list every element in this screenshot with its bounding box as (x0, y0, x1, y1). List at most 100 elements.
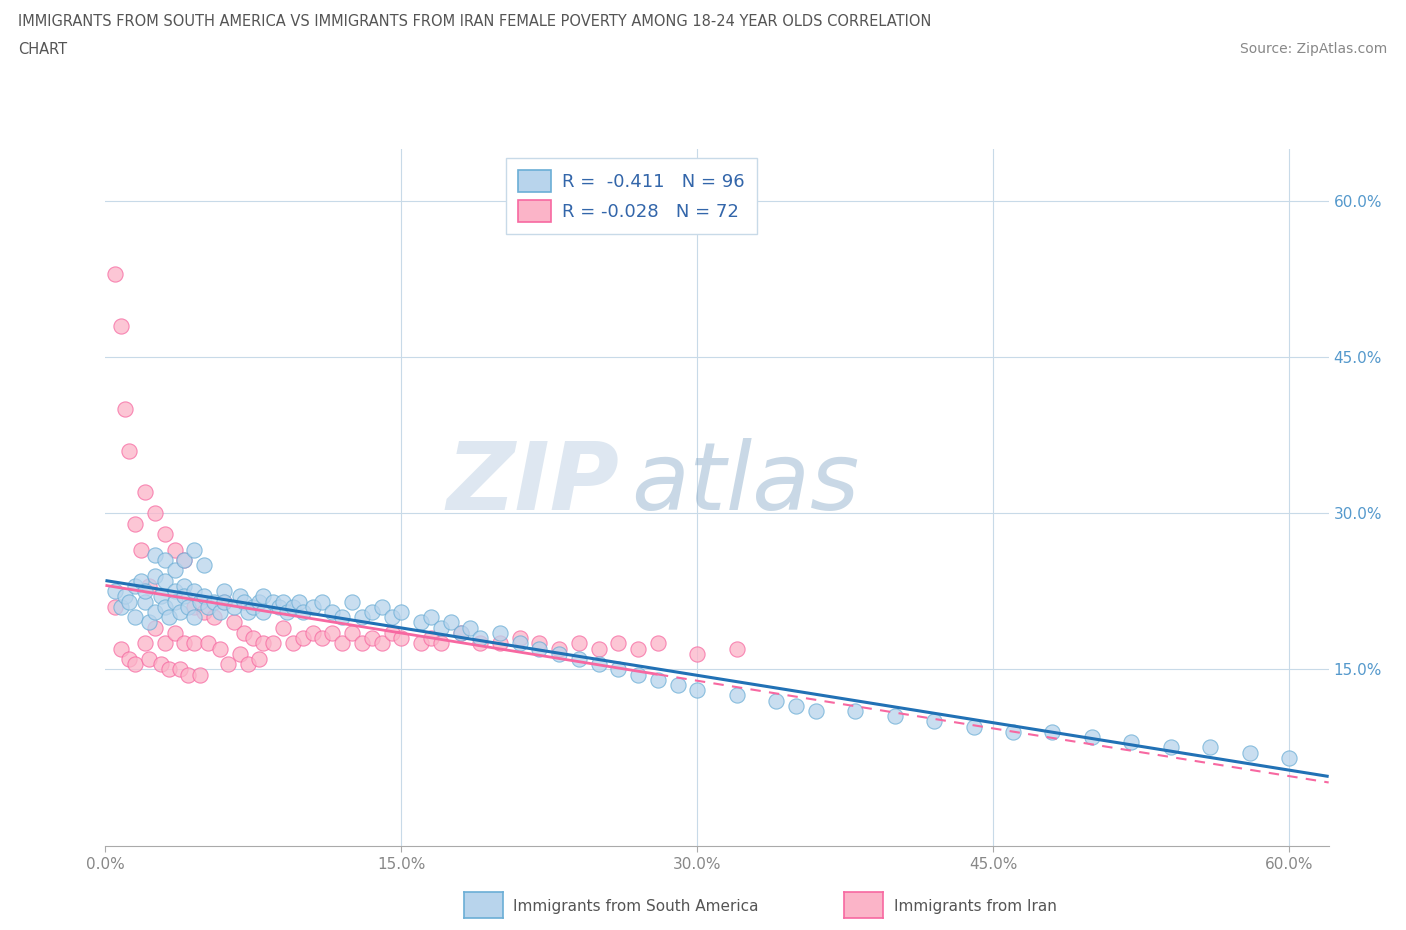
Point (311, 594, 333, 609)
Point (509, 631, 531, 645)
Point (350, 610, 373, 625)
Point (247, 652, 270, 667)
Point (281, 636, 304, 651)
Point (129, 542, 152, 557)
Point (153, 526, 176, 541)
Point (177, 600, 200, 615)
Point (470, 631, 492, 645)
Point (236, 657, 259, 671)
Point (262, 594, 284, 609)
Point (149, 657, 172, 671)
Point (568, 652, 591, 667)
Point (370, 636, 392, 651)
Point (380, 610, 402, 625)
Point (804, 703, 827, 718)
Point (143, 620, 166, 635)
Point (883, 709, 905, 724)
Point (212, 594, 235, 609)
Point (627, 641, 650, 656)
Point (124, 657, 146, 671)
Point (686, 683, 709, 698)
Point (252, 589, 274, 604)
Point (529, 636, 551, 651)
Point (242, 631, 264, 645)
Point (489, 636, 512, 651)
Point (340, 626, 363, 641)
Text: IMMIGRANTS FROM SOUTH AMERICA VS IMMIGRANTS FROM IRAN FEMALE POVERTY AMONG 18-24: IMMIGRANTS FROM SOUTH AMERICA VS IMMIGRA… (18, 14, 932, 29)
Point (301, 626, 323, 641)
Point (276, 604, 298, 619)
Point (222, 615, 245, 630)
Point (1001, 724, 1024, 739)
Point (470, 636, 492, 651)
Point (430, 636, 453, 651)
Point (118, 652, 141, 667)
Point (118, 444, 141, 458)
Point (169, 604, 191, 619)
Point (183, 542, 205, 557)
Point (110, 641, 132, 656)
Point (321, 626, 343, 641)
Point (134, 594, 156, 609)
Point (765, 693, 787, 708)
Point (1081, 729, 1104, 744)
Point (183, 636, 205, 651)
Point (124, 578, 146, 593)
Point (118, 594, 141, 609)
Y-axis label: Female Poverty Among 18-24 Year Olds: Female Poverty Among 18-24 Year Olds (0, 347, 7, 649)
Point (173, 636, 195, 651)
Point (163, 542, 186, 557)
Point (104, 600, 127, 615)
Point (129, 574, 152, 589)
Point (262, 636, 284, 651)
Point (370, 600, 392, 615)
Point (197, 600, 219, 615)
Point (450, 626, 472, 641)
Point (588, 657, 610, 671)
Point (340, 594, 363, 609)
Point (588, 641, 610, 656)
Point (360, 604, 382, 619)
Point (138, 652, 160, 667)
Point (143, 568, 166, 583)
Point (143, 604, 166, 619)
Point (725, 641, 748, 656)
Point (252, 604, 274, 619)
Point (202, 594, 225, 609)
Point (208, 641, 231, 656)
Point (153, 636, 176, 651)
Point (138, 615, 160, 630)
Point (247, 594, 270, 609)
Text: atlas: atlas (631, 438, 859, 529)
Point (509, 636, 531, 651)
Point (138, 578, 160, 593)
Point (330, 636, 353, 651)
Point (183, 610, 205, 625)
Point (124, 516, 146, 531)
Point (1121, 735, 1143, 750)
Point (607, 662, 630, 677)
Point (163, 584, 186, 599)
Point (350, 636, 373, 651)
Point (222, 600, 245, 615)
Text: CHART: CHART (18, 42, 67, 57)
Text: Source: ZipAtlas.com: Source: ZipAtlas.com (1240, 42, 1388, 56)
Point (725, 688, 748, 703)
Point (153, 574, 176, 589)
Point (228, 589, 250, 604)
Point (568, 636, 591, 651)
Point (321, 604, 343, 619)
Text: Immigrants from Iran: Immigrants from Iran (894, 899, 1057, 914)
Point (143, 548, 166, 563)
Point (157, 610, 180, 625)
Point (173, 552, 195, 567)
Point (389, 631, 412, 645)
Point (785, 698, 807, 713)
Point (647, 672, 669, 687)
Point (212, 594, 235, 609)
Point (844, 703, 866, 718)
Point (529, 641, 551, 656)
Point (232, 594, 254, 609)
Text: ZIP: ZIP (446, 438, 619, 529)
Point (548, 641, 571, 656)
